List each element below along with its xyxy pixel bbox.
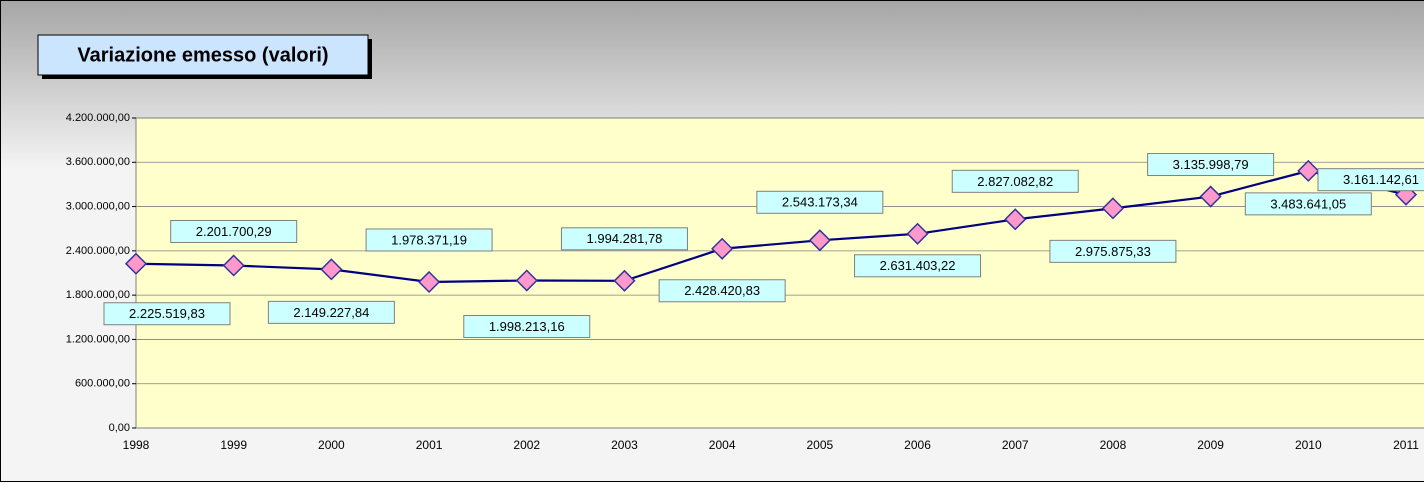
data-label-box	[658, 279, 786, 303]
x-tick-label: 2008	[1100, 438, 1127, 452]
title-box	[37, 34, 369, 76]
data-label: 3.483.641,05	[1270, 196, 1346, 211]
x-tick-label: 2001	[416, 438, 443, 452]
marker	[1004, 208, 1027, 231]
data-label: 2.225.519,83	[129, 306, 205, 321]
x-tick-label: 2002	[513, 438, 540, 452]
y-tick-label: 2.400.000,00	[66, 245, 130, 257]
y-tick-label: 3.000.000,00	[66, 200, 130, 212]
marker	[124, 252, 148, 275]
x-tick-label: 1998	[123, 438, 150, 452]
marker	[711, 237, 734, 260]
x-tick-label: 2004	[709, 438, 736, 452]
data-label-box	[1244, 192, 1372, 216]
x-tick-label: 2000	[318, 438, 345, 452]
x-tick-label: 2005	[806, 438, 833, 452]
y-tick-label: 3.600.000,00	[66, 156, 130, 168]
marker	[808, 229, 831, 252]
data-label: 1.998.213,16	[489, 319, 565, 334]
y-tick-label: 0,00	[109, 422, 130, 434]
chart-title: Variazione emesso (valori)	[77, 44, 328, 66]
marks: 2.225.519,83 2.201.700,29 2.149.227,84 1.97…	[103, 153, 1424, 339]
marker	[320, 258, 343, 281]
data-label-box	[854, 254, 982, 278]
data-label-box	[170, 219, 298, 243]
data-label: 2.975.875,33	[1075, 244, 1151, 259]
data-label-box	[560, 227, 688, 251]
marker	[1297, 159, 1320, 182]
data-label: 1.994.281,78	[587, 231, 663, 246]
marker	[1101, 197, 1124, 220]
y-tick-label: 1.200.000,00	[66, 333, 130, 345]
data-label-box	[1317, 168, 1424, 192]
data-label: 2.631.403,22	[880, 258, 956, 273]
data-label-box	[756, 190, 884, 214]
data-label: 2.149.227,84	[293, 305, 369, 320]
y-tick-label: 1.800.000,00	[66, 289, 130, 301]
y-tick-label: 4.200.000,00	[66, 112, 130, 124]
data-label: 3.161.142,61	[1343, 172, 1419, 187]
y-tick-label: 600.000,00	[75, 378, 130, 390]
data-label: 3.135.998,79	[1173, 157, 1249, 172]
data-label-box	[463, 315, 591, 339]
data-label: 2.428.420,83	[684, 283, 760, 298]
x-tick-label: 2009	[1197, 438, 1224, 452]
data-label-box	[1147, 153, 1275, 177]
x-tick-label: 2006	[904, 438, 931, 452]
data-label: 2.827.082,82	[977, 174, 1053, 189]
x-tick-label: 2007	[1002, 438, 1029, 452]
data-label: 1.978.371,19	[391, 232, 467, 247]
marker	[906, 222, 929, 245]
marker	[515, 269, 538, 292]
grid: 0,00600.000,001.200.000,001.800.000,002.…	[66, 112, 1424, 452]
x-tick-label: 1999	[220, 438, 247, 452]
line	[135, 169, 1407, 284]
x-tick-label: 2003	[611, 438, 638, 452]
data-label-box	[951, 169, 1079, 193]
data-label-box	[365, 228, 493, 252]
marker	[613, 269, 636, 292]
data-label-box	[1049, 239, 1177, 263]
data-label: 2.201.700,29	[196, 224, 272, 239]
data-label-box	[267, 300, 395, 324]
x-tick-label: 2010	[1295, 438, 1322, 452]
data-label-box	[103, 302, 231, 326]
x-tick-label: 2011	[1393, 438, 1419, 452]
marker	[1199, 185, 1222, 208]
data-label: 2.543.173,34	[782, 195, 858, 210]
marker	[418, 270, 441, 294]
marker	[222, 254, 245, 277]
